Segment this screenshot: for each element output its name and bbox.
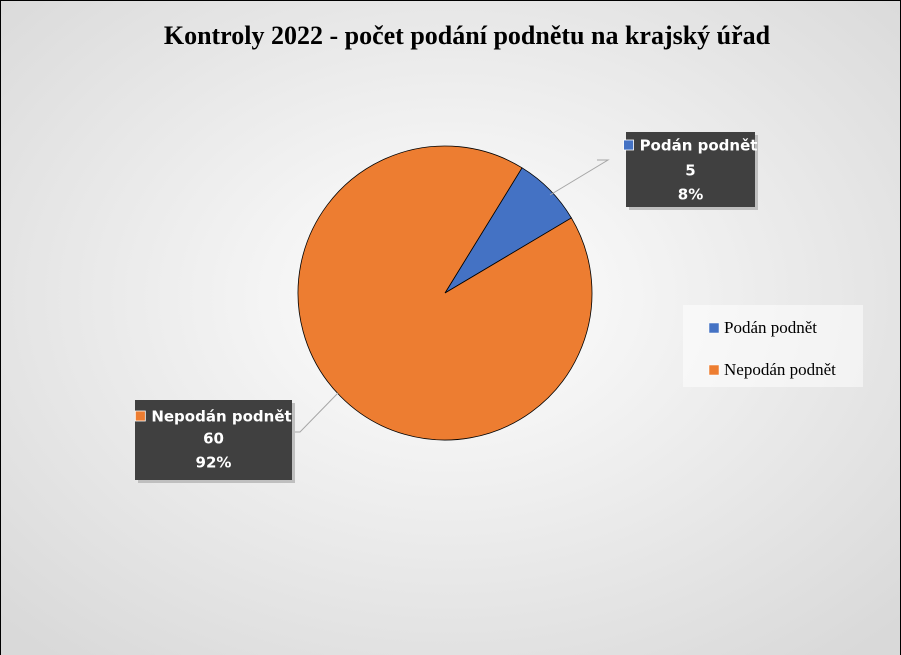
label-key xyxy=(134,410,146,422)
label-value: 5 xyxy=(685,162,695,180)
legend-label: Nepodán podnět xyxy=(724,360,836,379)
label-percent: 92% xyxy=(196,454,232,472)
label-name: Podán podnět xyxy=(640,137,758,155)
label-name: Nepodán podnět xyxy=(151,408,291,426)
legend-swatch xyxy=(708,364,720,376)
pie-slice xyxy=(297,145,593,441)
label-box xyxy=(626,132,755,207)
label-percent: 8% xyxy=(678,186,703,204)
chart-title: Kontroly 2022 - počet podání podnětu na … xyxy=(164,21,771,50)
label-key xyxy=(623,139,634,151)
legend-label: Podán podnět xyxy=(724,318,817,337)
leader-line xyxy=(549,159,610,196)
label-value: 60 xyxy=(203,430,224,448)
label-box xyxy=(135,400,292,480)
legend-swatch xyxy=(708,322,720,334)
